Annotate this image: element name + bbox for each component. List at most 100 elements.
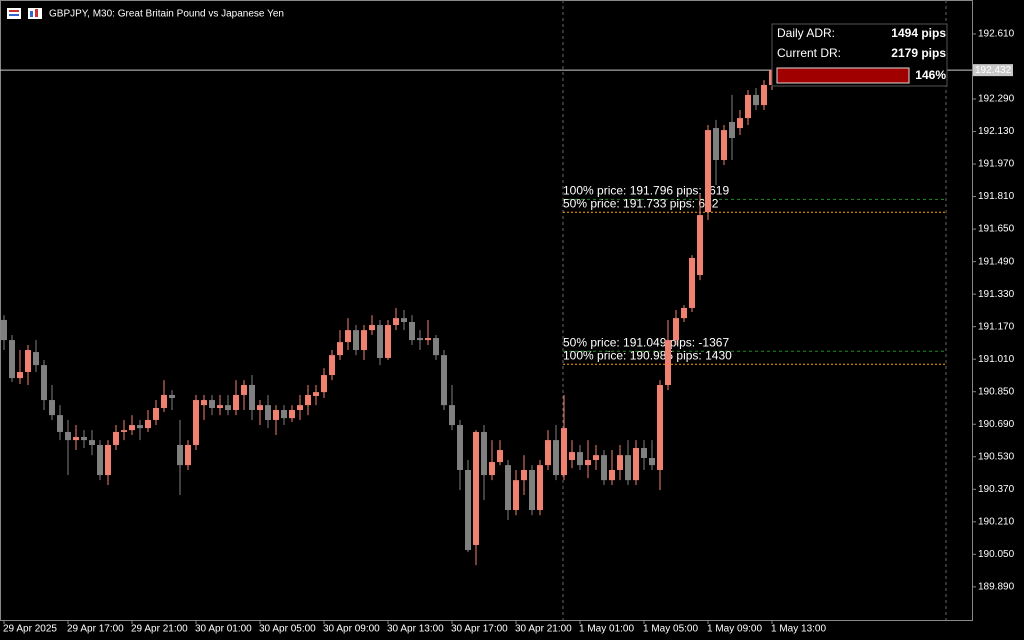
candle-body bbox=[17, 372, 23, 379]
candle-body bbox=[265, 405, 271, 420]
candle-body bbox=[529, 469, 535, 511]
candle-body bbox=[369, 325, 375, 331]
info-panel: Daily ADR: 1494 pips Current DR: 2179 pi… bbox=[771, 23, 948, 87]
level-label: 50% price: 191.733 pips: 682 bbox=[563, 196, 719, 210]
y-tick-label: 190.210 bbox=[978, 516, 1015, 527]
candle-body bbox=[225, 405, 231, 411]
icon bbox=[30, 11, 33, 17]
candle-body bbox=[361, 330, 367, 351]
candle-body bbox=[297, 405, 303, 411]
y-tick-label: 191.330 bbox=[978, 289, 1015, 300]
candle-body bbox=[425, 338, 431, 341]
candle-body bbox=[577, 452, 583, 466]
x-tick-label: 30 Apr 09:00 bbox=[323, 624, 380, 635]
y-tick-label: 191.010 bbox=[978, 354, 1015, 365]
candle-body bbox=[385, 325, 391, 358]
candle-body bbox=[737, 118, 743, 129]
candle-body bbox=[49, 400, 55, 416]
candle-body bbox=[345, 330, 351, 343]
candle-body bbox=[97, 444, 103, 476]
candle-body bbox=[33, 352, 39, 366]
candle-body bbox=[713, 128, 719, 160]
candle-body bbox=[393, 318, 399, 326]
level-label: 100% price: 191.796 pips: -619 bbox=[563, 184, 729, 198]
candle-body bbox=[57, 415, 63, 432]
candle-body bbox=[273, 410, 279, 420]
candle-body bbox=[433, 338, 439, 356]
candle-body bbox=[593, 455, 599, 461]
candle-body bbox=[609, 469, 615, 481]
candle-body bbox=[377, 325, 383, 358]
candle-body bbox=[625, 455, 631, 481]
y-tick-label: 190.370 bbox=[978, 484, 1015, 495]
last-price-label: 192.432 bbox=[975, 65, 1012, 76]
candle-body bbox=[441, 355, 447, 406]
candle-body bbox=[121, 430, 127, 432]
x-tick-label: 30 Apr 05:00 bbox=[259, 624, 316, 635]
candle-body bbox=[41, 365, 47, 401]
chart-title: GBPJPY, M30: Great Britain Pound vs Japa… bbox=[49, 9, 284, 20]
candle-body bbox=[697, 215, 703, 276]
candle-body bbox=[241, 385, 247, 395]
panel-label: Current DR: bbox=[777, 46, 841, 60]
candle-body bbox=[673, 318, 679, 341]
panel-label: Daily ADR: bbox=[777, 26, 835, 40]
candle-body bbox=[641, 448, 647, 458]
candle-body bbox=[153, 407, 159, 420]
candle-body bbox=[401, 318, 407, 322]
x-tick-label: 1 May 05:00 bbox=[643, 624, 698, 635]
candle-body bbox=[249, 385, 255, 411]
icon bbox=[7, 8, 21, 19]
candle-body bbox=[113, 431, 119, 445]
x-tick-label: 30 Apr 21:00 bbox=[515, 624, 572, 635]
candle-body bbox=[161, 394, 167, 408]
candle-body bbox=[129, 425, 135, 431]
y-tick-label: 191.170 bbox=[978, 321, 1015, 332]
candle-body bbox=[449, 405, 455, 426]
y-tick-label: 191.810 bbox=[978, 191, 1015, 202]
candle-body bbox=[617, 455, 623, 470]
candle-body bbox=[289, 410, 295, 419]
x-tick-label: 1 May 13:00 bbox=[771, 624, 826, 635]
candle-body bbox=[537, 465, 543, 511]
candle-body bbox=[585, 460, 591, 466]
x-tick-label: 1 May 09:00 bbox=[707, 624, 762, 635]
level-label: 100% price: 190.985 pips: 1430 bbox=[563, 348, 732, 362]
y-tick-label: 192.290 bbox=[978, 94, 1015, 105]
candle-body bbox=[505, 465, 511, 511]
header-icons bbox=[7, 8, 42, 19]
candle-body bbox=[473, 431, 479, 545]
candle-body bbox=[689, 257, 695, 308]
candle-body bbox=[73, 437, 79, 441]
y-tick-label: 190.530 bbox=[978, 451, 1015, 462]
candle-body bbox=[257, 405, 263, 411]
candle-body bbox=[633, 448, 639, 481]
y-tick-label: 189.890 bbox=[978, 582, 1015, 593]
candle-body bbox=[233, 394, 239, 411]
candle-body bbox=[353, 330, 359, 351]
y-tick-label: 191.970 bbox=[978, 159, 1015, 170]
candle-body bbox=[481, 431, 487, 476]
candle-body bbox=[145, 419, 151, 429]
candle-body bbox=[217, 405, 223, 408]
candle-body bbox=[545, 440, 551, 466]
candle-body bbox=[601, 455, 607, 481]
candle-body bbox=[313, 392, 319, 396]
candle-body bbox=[417, 338, 423, 341]
candle-body bbox=[281, 410, 287, 419]
candle-body bbox=[761, 84, 767, 106]
y-tick-label: 190.850 bbox=[978, 386, 1015, 397]
candle-body bbox=[553, 440, 559, 476]
icon bbox=[9, 10, 19, 12]
level-label: 50% price: 191.049 pips: -1367 bbox=[563, 335, 729, 349]
candle-body bbox=[209, 400, 215, 408]
candle-body bbox=[329, 355, 335, 376]
candle-body bbox=[569, 452, 575, 461]
y-tick-label: 190.050 bbox=[978, 549, 1015, 560]
y-tick-label: 190.690 bbox=[978, 419, 1015, 430]
progress-bar bbox=[776, 67, 910, 84]
candle-body bbox=[705, 130, 711, 213]
panel-value: 2179 pips bbox=[891, 46, 946, 60]
